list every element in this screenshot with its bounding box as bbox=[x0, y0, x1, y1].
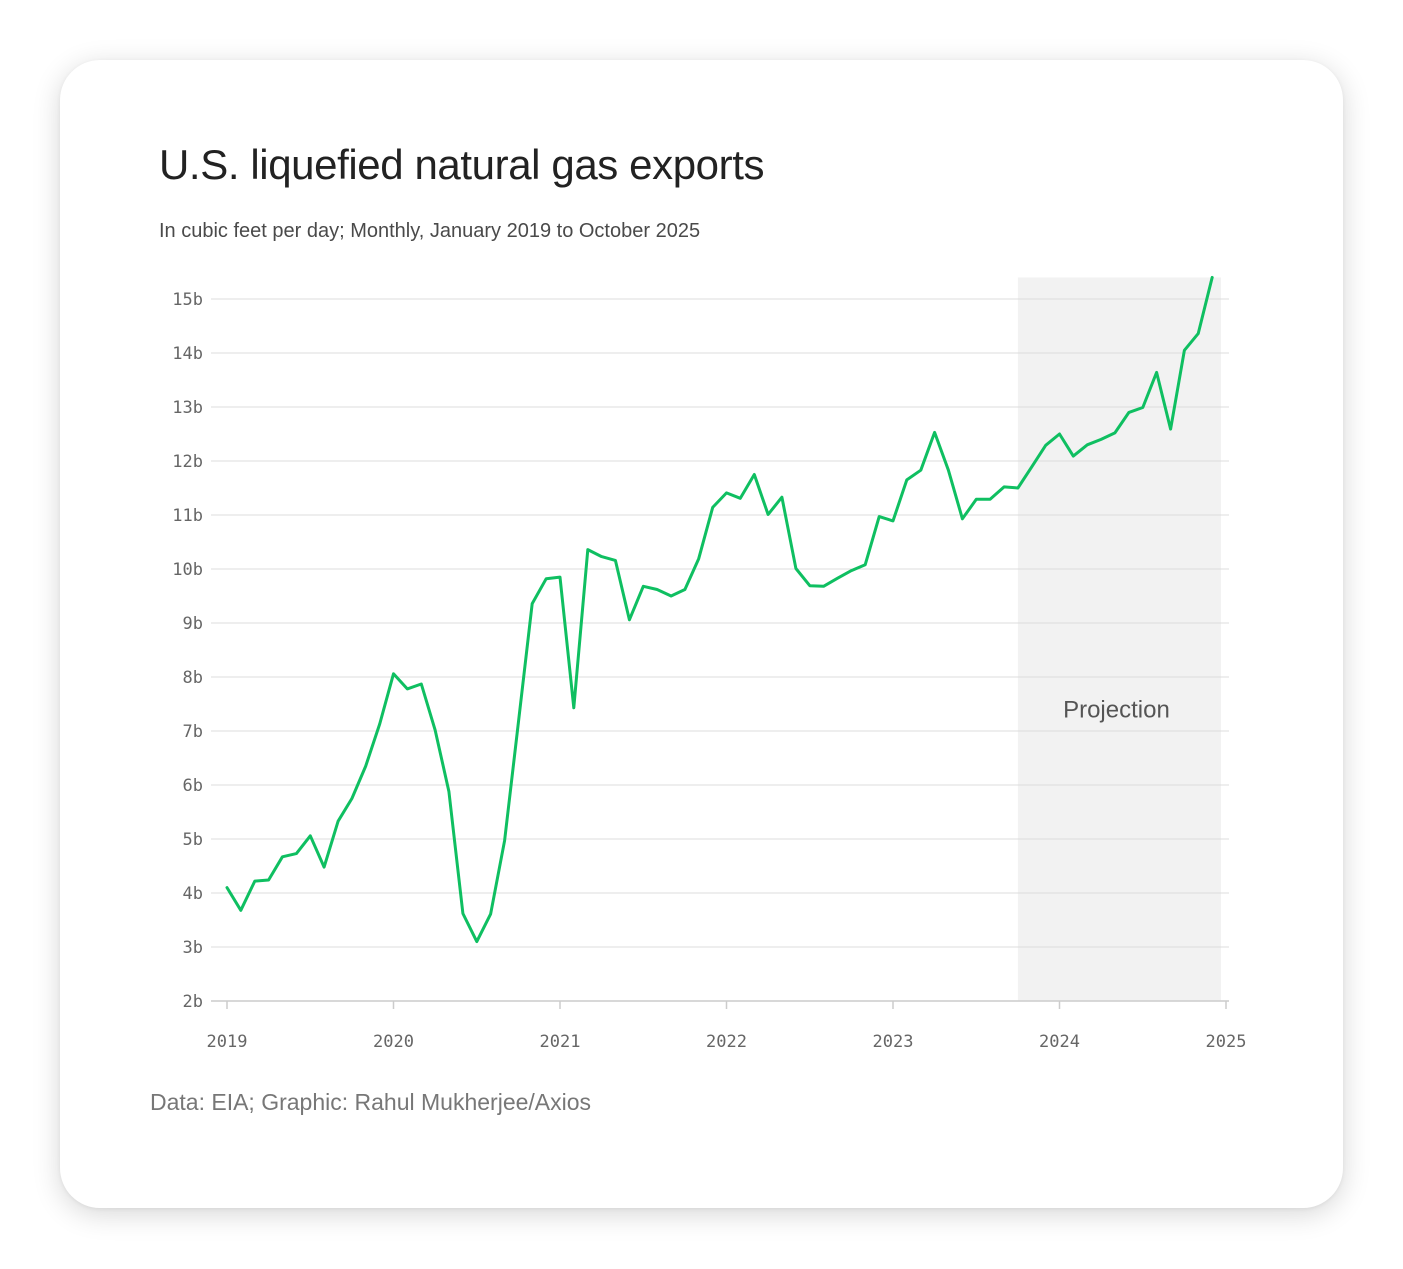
y-axis: 2b 3b 4b 5b 6b 7b 8b 9b 10b 11b 12b 13b 14b 15b bbox=[172, 290, 203, 1012]
y-tick-label: 7b bbox=[183, 722, 203, 742]
y-tick-label: 9b bbox=[183, 614, 203, 634]
projection-label: Projection bbox=[1063, 696, 1170, 723]
y-tick-label: 12b bbox=[172, 452, 203, 472]
y-tick-label: 4b bbox=[183, 884, 203, 904]
y-tick-label: 6b bbox=[183, 776, 203, 796]
y-tick-label: 11b bbox=[172, 506, 203, 526]
source-credit: Data: EIA; Graphic: Rahul Mukherjee/Axio… bbox=[150, 1089, 592, 1115]
y-tick-label: 13b bbox=[172, 398, 203, 418]
chart-subtitle: In cubic feet per day; Monthly, January … bbox=[159, 220, 701, 242]
gridlines bbox=[211, 298, 1229, 1002]
y-tick-label: 8b bbox=[183, 668, 203, 688]
y-tick-label: 14b bbox=[172, 344, 203, 364]
x-tick-label: 2025 bbox=[1206, 1032, 1247, 1052]
y-tick-label: 5b bbox=[183, 830, 203, 850]
chart-title: U.S. liquefied natural gas exports bbox=[159, 141, 765, 188]
x-tick-label: 2023 bbox=[873, 1032, 914, 1052]
x-tick-label: 2024 bbox=[1039, 1032, 1080, 1052]
x-tick-label: 2021 bbox=[540, 1032, 581, 1052]
x-tick-label: 2022 bbox=[706, 1032, 747, 1052]
x-axis: 2019 2020 2021 2022 2023 2024 2025 bbox=[207, 1001, 1247, 1052]
y-tick-label: 2b bbox=[183, 992, 203, 1012]
y-tick-label: 3b bbox=[183, 938, 203, 958]
series-line-lng-exports bbox=[225, 275, 1214, 944]
y-tick-label: 15b bbox=[172, 290, 203, 310]
projection-band bbox=[1017, 277, 1222, 1001]
x-tick-label: 2019 bbox=[207, 1032, 248, 1052]
x-tick-label: 2020 bbox=[373, 1032, 414, 1052]
y-tick-label: 10b bbox=[172, 560, 203, 580]
